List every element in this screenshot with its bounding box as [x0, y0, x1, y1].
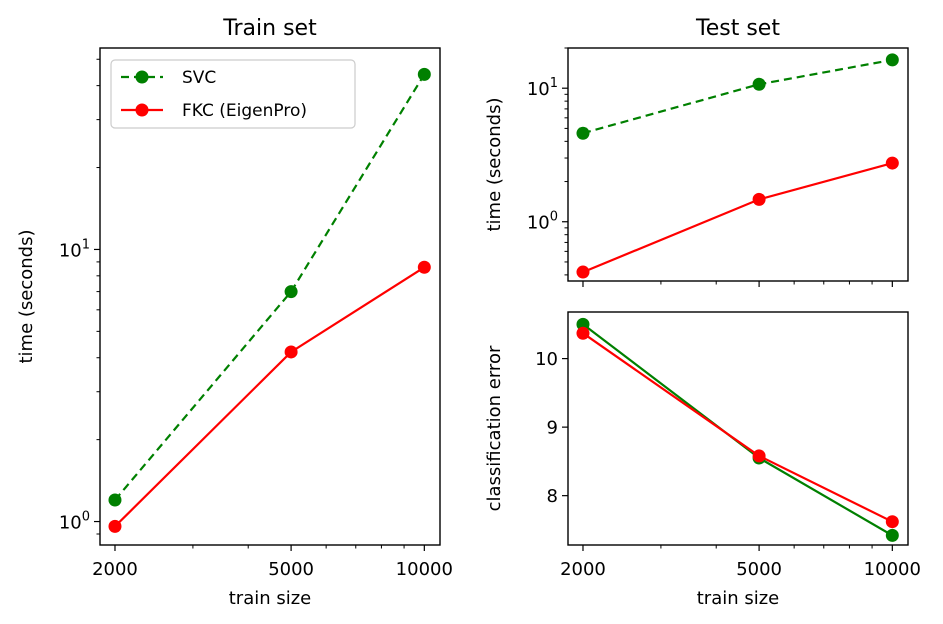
chart-1: 100 101 Test set time (seconds): [484, 16, 909, 287]
x-tick-label: 5000: [268, 559, 314, 580]
y-tick-label: 101: [59, 237, 90, 261]
chart-title: Test set: [695, 16, 780, 41]
data-point: [108, 493, 122, 507]
data-point: [417, 260, 431, 274]
series-line-1: [582, 332, 893, 523]
data-point: [284, 345, 298, 359]
data-point: [284, 285, 298, 299]
legend-label: FKC (EigenPro): [182, 101, 307, 121]
y-tick-label: 8: [547, 486, 558, 507]
data-point: [885, 156, 899, 170]
series-line-0: [114, 73, 426, 501]
data-point: [576, 265, 590, 279]
data-point: [885, 53, 899, 67]
data-point: [885, 528, 899, 542]
chart-2: 8 9 10 2000 5000 10000 train size classificatio…: [484, 311, 921, 609]
chart-title: Train set: [222, 16, 317, 41]
legend-box: [110, 59, 356, 129]
series-line-1: [582, 162, 893, 274]
y-tick-label: 9: [547, 418, 558, 439]
x-axis-label: train size: [697, 588, 780, 609]
legend-marker: [135, 103, 149, 117]
data-point: [108, 519, 122, 533]
data-point: [885, 515, 899, 529]
y-tick-label: 10: [535, 349, 558, 370]
series-line-1: [114, 266, 425, 528]
data-point: [752, 192, 766, 206]
data-point: [752, 449, 766, 463]
x-tick-label: 2000: [92, 559, 138, 580]
x-tick-label: 2000: [560, 559, 606, 580]
axes-frame: [567, 311, 909, 546]
y-axis-label: classification error: [484, 345, 505, 511]
x-tick-label: 10000: [396, 559, 453, 580]
axes-frame: [99, 47, 441, 546]
series-line-0: [582, 58, 893, 135]
y-axis-label: time (seconds): [16, 229, 37, 363]
data-point: [576, 317, 590, 331]
y-axis-label: time (seconds): [484, 97, 505, 231]
chart-0: 100 101 2000 5000 10000 Train set train size ti…: [16, 16, 453, 609]
legend: SVC FKC (EigenPro): [110, 59, 356, 129]
data-point: [752, 77, 766, 91]
axes-frame: [567, 47, 909, 282]
x-axis-label: train size: [229, 588, 312, 609]
series-line-0: [582, 323, 893, 537]
x-tick-label: 10000: [864, 559, 921, 580]
data-point: [576, 126, 590, 140]
data-point: [576, 326, 590, 340]
x-tick-label: 5000: [736, 559, 782, 580]
legend-label: SVC: [182, 68, 216, 88]
y-tick-label: 100: [59, 510, 90, 534]
y-tick-label: 101: [527, 76, 558, 100]
legend-marker: [135, 70, 149, 84]
y-tick-label: 100: [527, 210, 558, 234]
data-point: [417, 67, 431, 81]
